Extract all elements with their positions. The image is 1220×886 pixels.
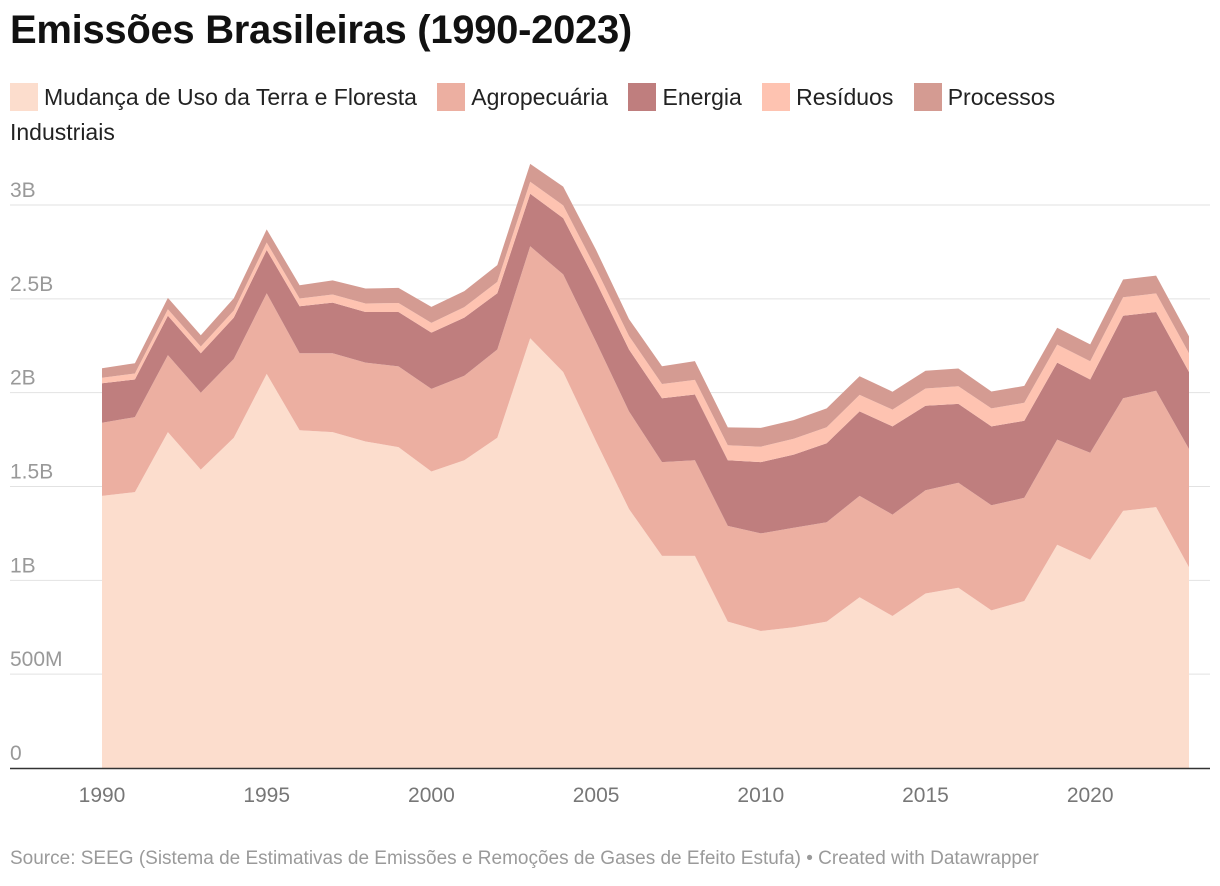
legend-label-agropecuaria: Agropecuária bbox=[471, 84, 609, 110]
x-axis: 1990 1995 2000 2005 2010 2015 2020 bbox=[10, 767, 1210, 807]
legend-label-mudanca-uso-terra: Mudança de Uso da Terra e Floresta bbox=[44, 84, 417, 110]
y-tick-label: 0 bbox=[10, 742, 22, 765]
area-mudanca-de-uso-da-terra-e-floresta bbox=[102, 338, 1189, 768]
x-tick-label: 1990 bbox=[79, 784, 126, 807]
stacked-area-chart: 0 500M 1B 1.5B 2B 2.5B 3B 1990 1995 2000 2005 2010… bbox=[10, 163, 1210, 807]
legend-swatch-mudanca-uso-terra bbox=[10, 83, 38, 111]
legend-label-processos-industriais: Processos Industriais bbox=[10, 84, 1056, 145]
area-agropecuaria bbox=[102, 246, 1189, 632]
y-tick-label: 3B bbox=[10, 179, 36, 202]
legend-item-processos-industriais: Processos Industriais bbox=[10, 83, 1056, 145]
legend-swatch-processos-industriais bbox=[913, 83, 942, 111]
x-tick-label: 1995 bbox=[243, 784, 290, 807]
area-processos-industriais bbox=[102, 163, 1189, 447]
y-tick-label: 1.5B bbox=[10, 461, 53, 484]
legend-item-mudanca-uso-terra: Mudança de Uso da Terra e Floresta bbox=[10, 83, 417, 111]
y-tick-label: 2B bbox=[10, 367, 36, 390]
legend-item-residuos: Resíduos bbox=[762, 83, 894, 111]
chart-title: Emissões Brasileiras (1990-2023) bbox=[10, 8, 632, 52]
y-tick-label: 500M bbox=[10, 648, 63, 671]
x-tick-label: 2005 bbox=[573, 784, 620, 807]
legend-item-agropecuaria: Agropecuária bbox=[437, 83, 609, 111]
legend-swatch-residuos bbox=[762, 83, 791, 111]
y-axis-ticks: 0 500M 1B 1.5B 2B 2.5B 3B bbox=[10, 179, 63, 765]
area-energia bbox=[102, 193, 1189, 534]
x-tick-label: 2010 bbox=[737, 784, 784, 807]
y-tick-label: 2.5B bbox=[10, 273, 53, 296]
legend-swatch-energia bbox=[628, 83, 657, 111]
x-tick-label: 2015 bbox=[902, 784, 949, 807]
y-tick-label: 1B bbox=[10, 554, 36, 577]
area-series bbox=[102, 163, 1189, 768]
legend-item-energia: Energia bbox=[628, 83, 742, 111]
legend-swatch-agropecuaria bbox=[437, 83, 466, 111]
x-tick-label: 2000 bbox=[408, 784, 455, 807]
legend: Mudança de Uso da Terra e Floresta Agrop… bbox=[10, 80, 1150, 150]
x-tick-label: 2020 bbox=[1067, 784, 1114, 807]
legend-label-residuos: Resíduos bbox=[796, 84, 894, 110]
legend-label-energia: Energia bbox=[662, 84, 742, 110]
source-note: Source: SEEG (Sistema de Estimativas de … bbox=[10, 848, 1039, 869]
